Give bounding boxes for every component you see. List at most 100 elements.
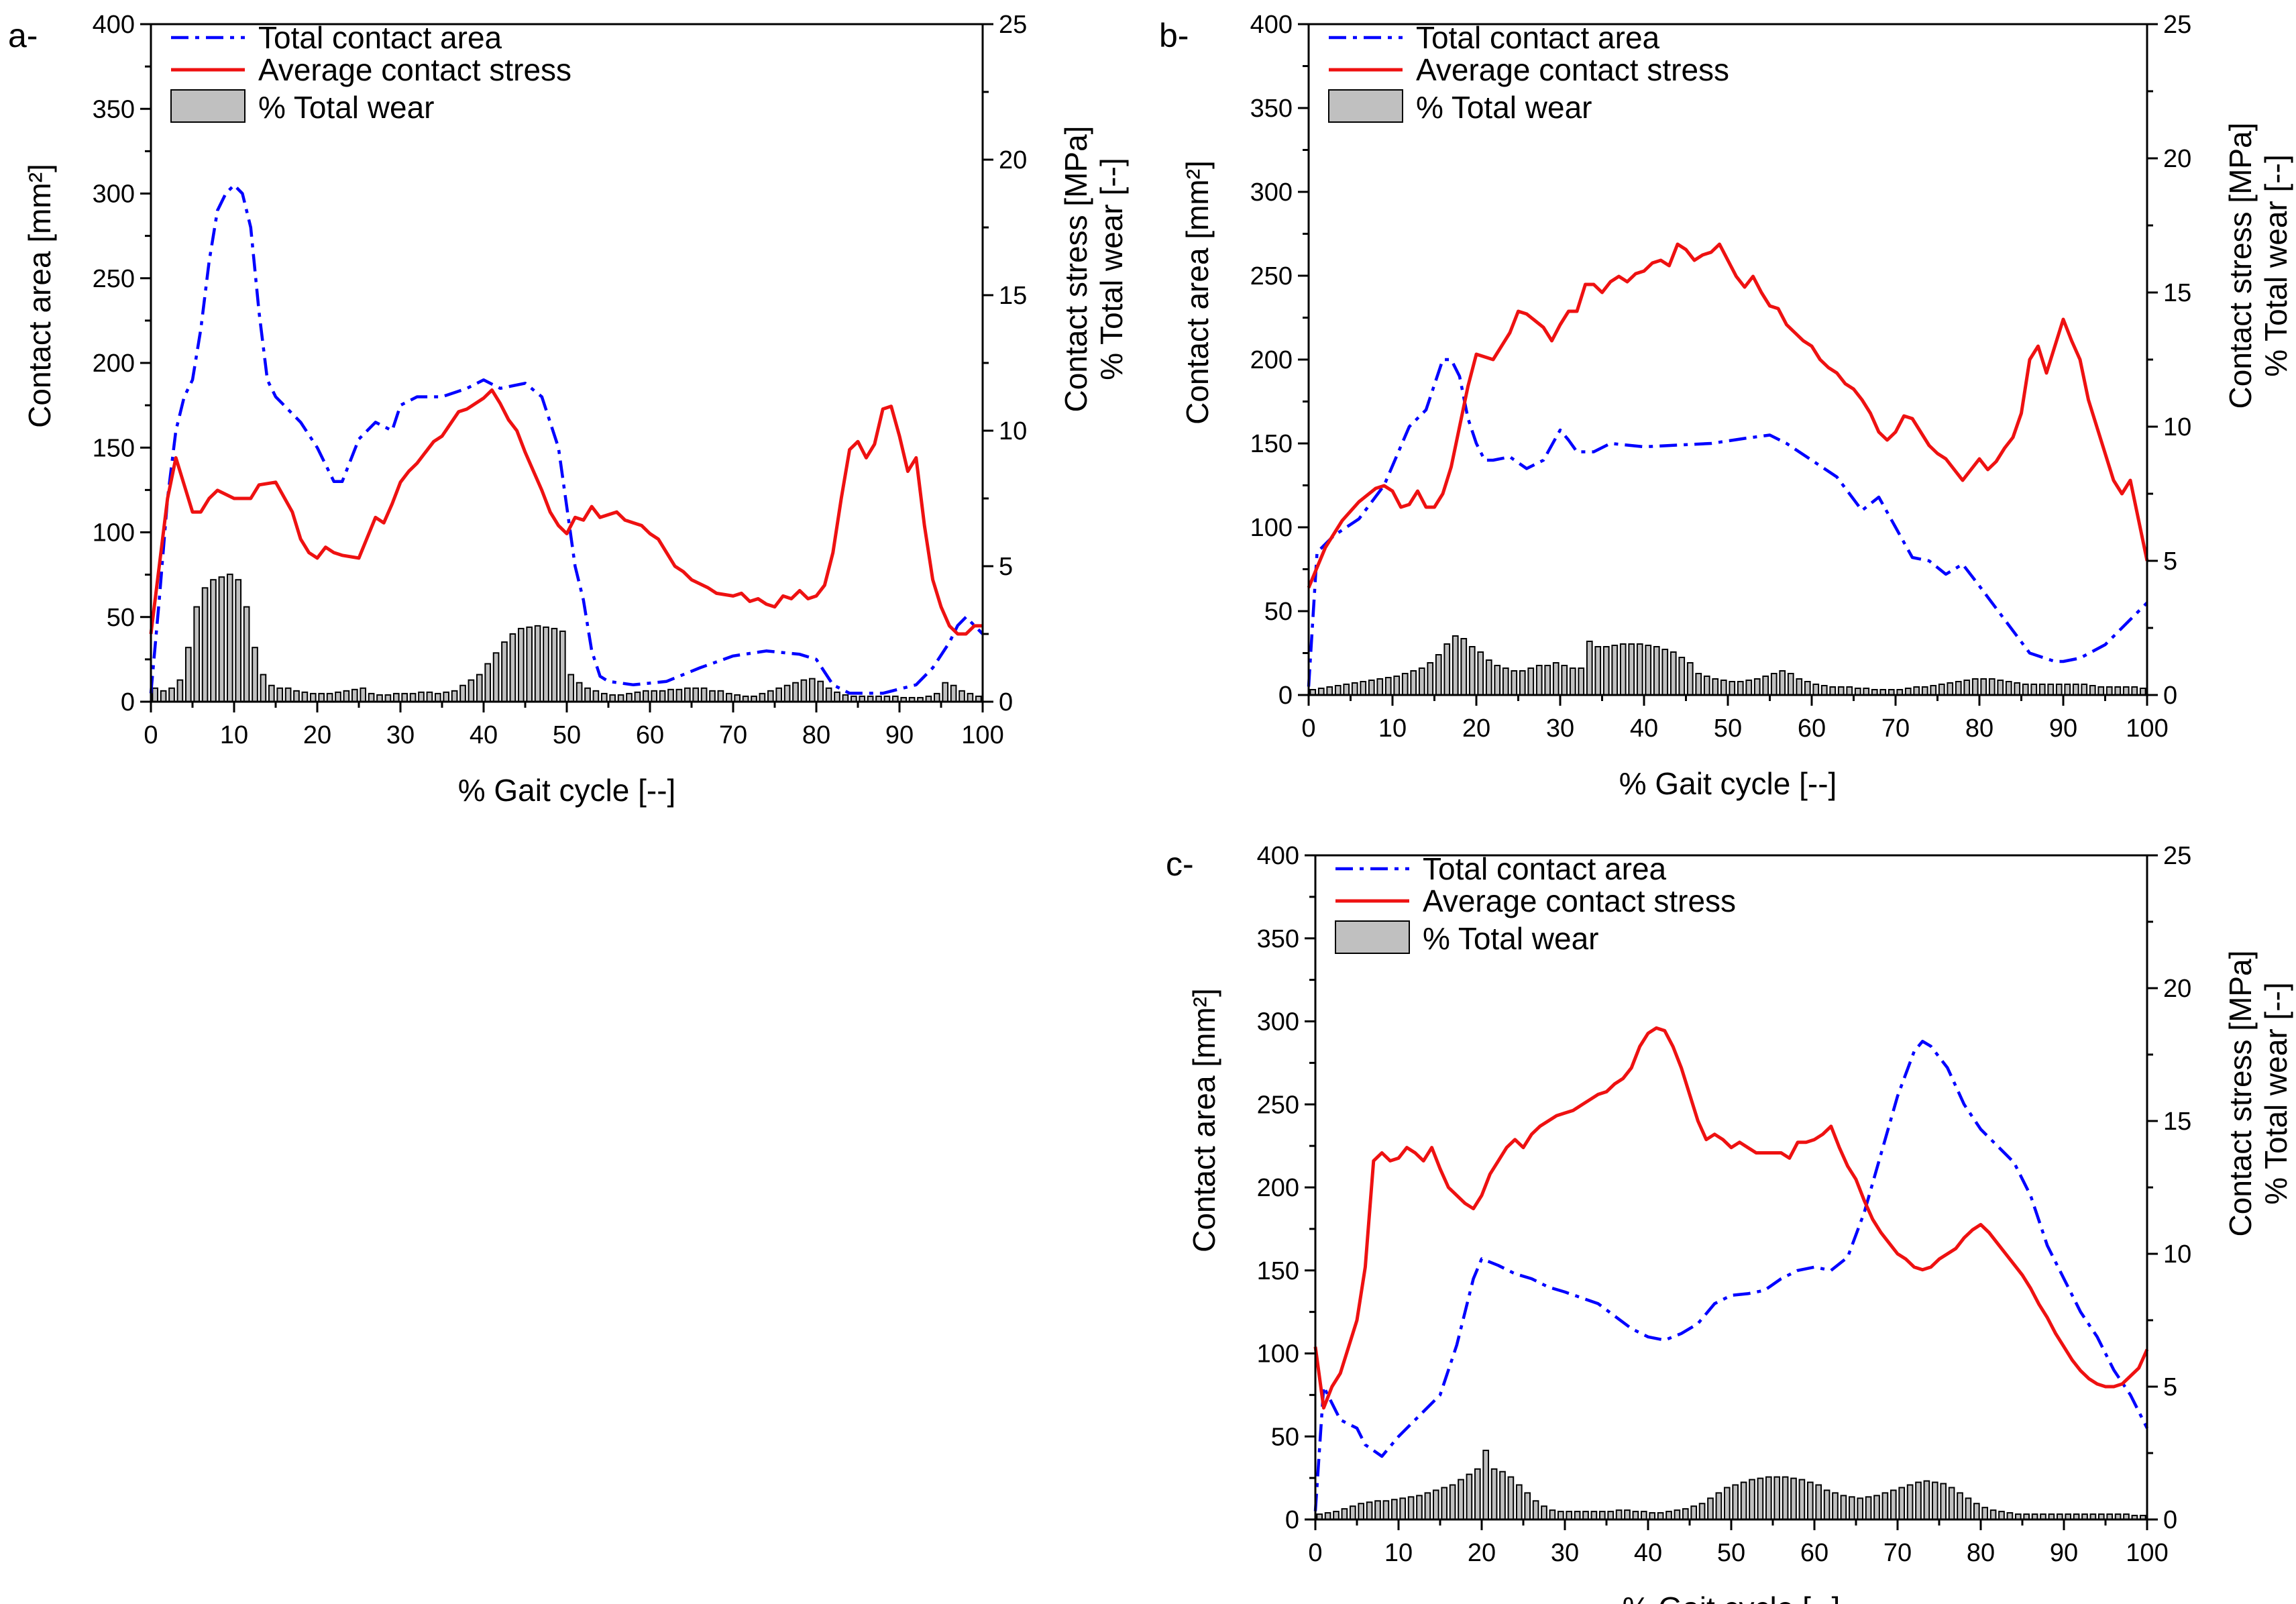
- wear-bar: [1333, 1511, 1340, 1521]
- y-right-tick-label: 15: [999, 282, 1027, 310]
- wear-bar: [1712, 678, 1719, 696]
- legend-label-wear: % Total wear: [1423, 921, 1599, 956]
- x-tick-label: 10: [1384, 1539, 1413, 1567]
- wear-bar: [834, 691, 840, 702]
- wear-bar: [1351, 682, 1358, 696]
- wear-bar: [808, 678, 816, 702]
- wear-bar: [309, 692, 317, 703]
- wear-bar: [842, 694, 849, 703]
- wear-bar: [326, 692, 333, 703]
- wear-bar: [1366, 1501, 1373, 1521]
- x-tick-label: 40: [470, 721, 498, 749]
- x-tick-label: 90: [885, 721, 914, 749]
- wear-bar: [617, 694, 624, 703]
- wear-bar: [667, 688, 674, 702]
- wear-bar: [1779, 670, 1786, 696]
- wear-bar: [1502, 667, 1509, 696]
- wear-bar: [1390, 1499, 1398, 1521]
- plot-frame: [1307, 23, 2148, 696]
- y-left-tick-label: 250: [93, 265, 135, 293]
- wear-bar: [360, 687, 367, 703]
- total-contact-area-line: [1313, 1039, 2149, 1511]
- wear-bar: [1820, 685, 1828, 696]
- y-left-tick-label: 50: [1271, 1423, 1299, 1451]
- wear-bar: [792, 682, 799, 702]
- wear-bar: [1532, 1500, 1539, 1521]
- wear-bar: [1957, 1492, 1963, 1520]
- wear-bar: [1449, 1484, 1456, 1521]
- y-left-axis-title: Contact area [mm²]: [22, 164, 57, 428]
- wear-bar: [1494, 665, 1501, 696]
- wear-bar: [2055, 684, 2063, 696]
- legend-swatch-wear: [1328, 89, 1403, 123]
- wear-bar: [1661, 649, 1669, 696]
- wear-bar: [692, 687, 700, 703]
- wear-bar: [2005, 681, 2012, 696]
- wear-bar: [218, 576, 225, 702]
- wear-bar: [1424, 1492, 1431, 1520]
- wear-bar: [1594, 646, 1602, 696]
- wear-bar: [243, 606, 250, 702]
- legend-swatch-wear: [1335, 920, 1410, 954]
- wear-bar: [2106, 686, 2113, 696]
- y-right-axis-title-stress: Contact stress [MPa]: [2223, 951, 2258, 1237]
- wear-bar: [1326, 686, 1333, 696]
- average-contact-stress-line: [1307, 242, 2149, 588]
- wear-bar: [1998, 1511, 2005, 1521]
- y-left-tick-label: 300: [93, 180, 135, 209]
- wear-bar: [1898, 1487, 1906, 1520]
- x-tick-label: 70: [1881, 714, 1910, 743]
- wear-bar: [1410, 670, 1417, 696]
- x-tick-label: 50: [1717, 1539, 1745, 1567]
- y-right-tick-label: 0: [2163, 1506, 2177, 1534]
- x-tick-label: 70: [1883, 1539, 1912, 1567]
- wear-bar: [1913, 686, 1920, 696]
- y-right-tick-label: 0: [999, 688, 1013, 716]
- wear-bar: [1737, 681, 1744, 696]
- wear-bar: [1765, 1476, 1772, 1520]
- x-tick-label: 0: [1308, 1539, 1322, 1567]
- wear-bar: [1507, 1476, 1515, 1520]
- wear-bar: [1815, 1484, 1822, 1521]
- wear-bar: [1416, 1495, 1423, 1521]
- wear-bar: [1989, 1509, 1997, 1520]
- wear-bar: [1645, 645, 1652, 696]
- wear-bar: [1458, 1479, 1464, 1521]
- wear-bar: [1358, 1503, 1365, 1520]
- wear-bar: [1846, 686, 1853, 696]
- wear-bar: [1881, 1492, 1889, 1520]
- wear-bar: [1921, 686, 1928, 696]
- wear-bar: [1720, 680, 1727, 696]
- wear-bar: [1653, 646, 1660, 696]
- wear-bar: [1418, 667, 1425, 696]
- wear-bar: [1535, 665, 1543, 696]
- wear-bar: [967, 692, 974, 703]
- wear-bar: [1482, 1450, 1490, 1521]
- wear-bar: [1524, 1492, 1531, 1520]
- wear-bar: [1804, 681, 1811, 696]
- x-tick-label: 20: [303, 721, 331, 749]
- wear-bar: [1832, 1492, 1839, 1520]
- wear-bar: [1519, 670, 1526, 696]
- wear-bar: [1665, 1511, 1672, 1521]
- legend-label-wear: % Total wear: [1416, 90, 1592, 125]
- panels-container: a-0 10 20 30 40 50 60 70 80 90 1000501001502002503…: [8, 11, 2293, 1604]
- wear-bar: [1349, 1505, 1356, 1520]
- wear-bar: [276, 687, 284, 703]
- wear-bar: [576, 682, 583, 702]
- x-tick-label: 90: [2049, 714, 2077, 743]
- wear-bar: [1607, 1511, 1615, 1521]
- wear-bar: [252, 647, 258, 703]
- wear-bar: [725, 692, 732, 703]
- wear-bar: [451, 690, 458, 702]
- x-tick-label: 60: [1798, 714, 1826, 743]
- wear-bar: [1686, 662, 1694, 696]
- y-left-tick-label: 350: [1257, 925, 1299, 953]
- wear-bar: [543, 626, 549, 703]
- y-right-tick-label: 20: [2163, 145, 2191, 173]
- wear-bar: [1527, 667, 1535, 696]
- x-tick-label: 80: [1967, 1539, 1995, 1567]
- wear-bar: [351, 688, 358, 702]
- y-right-tick-label: 10: [2163, 1240, 2191, 1269]
